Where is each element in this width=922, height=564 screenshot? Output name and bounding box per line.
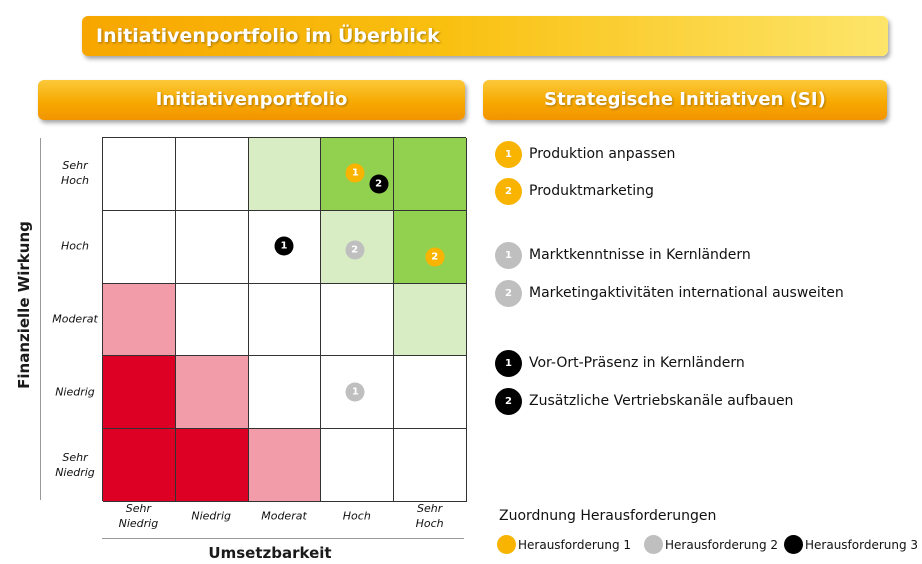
initiative-number-badge: 1 [495, 242, 522, 269]
matrix-cell [175, 283, 249, 357]
initiative-number-badge: 2 [495, 178, 522, 205]
initiative-label: Marktkenntnisse in Kernländern [529, 247, 751, 263]
initiative-number-badge: 2 [495, 388, 522, 415]
matrix-cell [394, 429, 467, 502]
initiative-marker: 2 [369, 174, 389, 194]
matrix-cell [394, 210, 467, 284]
x-axis-title: Umsetzbarkeit [208, 544, 332, 562]
initiative-number-badge: 1 [495, 141, 522, 168]
initiative-label: Produktion anpassen [529, 146, 676, 162]
matrix-cell [248, 283, 322, 357]
x-axis-line [102, 538, 464, 539]
matrix-cell [103, 138, 176, 211]
challenge-dot [644, 535, 663, 554]
x-level-label: Sehr Niedrig [118, 502, 159, 530]
challenge-label: Herausforderung 2 [665, 538, 779, 552]
matrix-cell [248, 356, 322, 430]
initiative-label: Vor-Ort-Präsenz in Kernländern [529, 355, 745, 371]
initiative-marker: 1 [345, 163, 365, 183]
y-level-label: Hoch [60, 239, 90, 253]
matrix-cell [103, 210, 176, 284]
initiative-marker: 1 [345, 382, 365, 402]
y-level-label: Sehr Niedrig [55, 450, 95, 479]
challenge-dot [497, 535, 516, 554]
matrix-cell [248, 138, 322, 211]
initiative-label: Marketingaktivitäten international auswe… [529, 285, 844, 301]
initiative-number-badge: 1 [495, 350, 522, 377]
initiative-label: Produktmarketing [529, 183, 654, 199]
y-axis-line [40, 138, 41, 500]
portfolio-header: Initiativenportfolio [38, 80, 465, 120]
matrix-cell [394, 138, 467, 211]
portfolio-matrix [102, 137, 467, 502]
initiative-marker: 2 [345, 240, 365, 260]
matrix-cell [103, 356, 176, 430]
x-level-label: Moderat [261, 509, 307, 523]
matrix-cell [394, 356, 467, 430]
initiatives-header: Strategische Initiativen (SI) [483, 80, 887, 120]
y-level-label: Niedrig [55, 385, 95, 399]
matrix-cell [175, 210, 249, 284]
initiative-label: Zusätzliche Vertriebskanäle aufbauen [529, 393, 794, 409]
initiative-number-badge: 2 [495, 280, 522, 307]
challenge-legend-title: Zuordnung Herausforderungen [499, 508, 717, 524]
matrix-cell [175, 138, 249, 211]
matrix-cell [394, 283, 467, 357]
initiative-marker: 1 [274, 236, 294, 256]
matrix-cell [103, 429, 176, 502]
challenge-label: Herausforderung 3 [805, 538, 919, 552]
x-level-label: Sehr Hoch [415, 502, 444, 530]
x-level-label: Niedrig [191, 509, 231, 523]
matrix-cell [321, 283, 395, 357]
matrix-cell [321, 429, 395, 502]
challenge-label: Herausforderung 1 [518, 538, 632, 552]
initiative-marker: 2 [425, 247, 445, 267]
y-axis-title: Finanzielle Wirkung [15, 221, 33, 389]
y-level-label: Moderat [52, 312, 98, 326]
matrix-cell [248, 429, 322, 502]
x-level-label: Hoch [342, 509, 371, 523]
page-title-banner: Initiativenportfolio im Überblick [82, 16, 888, 56]
y-level-label: Sehr Hoch [60, 159, 90, 188]
matrix-cell [175, 429, 249, 502]
challenge-dot [784, 535, 803, 554]
matrix-cell [175, 356, 249, 430]
matrix-cell [103, 283, 176, 357]
